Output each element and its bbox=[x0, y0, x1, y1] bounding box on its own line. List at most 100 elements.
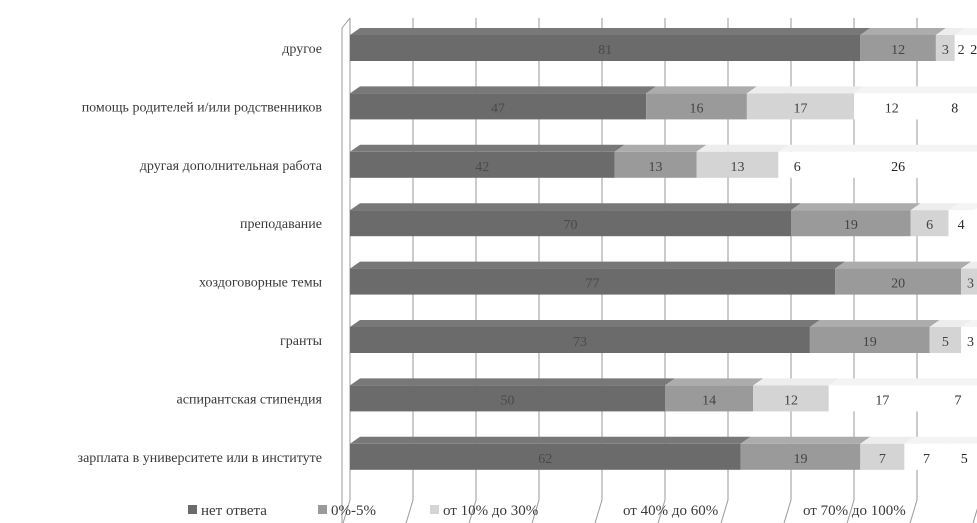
bar-top-face bbox=[350, 203, 801, 211]
bar bbox=[614, 151, 697, 178]
bar-top-face bbox=[646, 86, 757, 94]
floor-line bbox=[657, 499, 666, 523]
bar-segment: 3 bbox=[961, 320, 977, 353]
category-label: аспирантская стипендия bbox=[177, 392, 323, 407]
bar-top-face bbox=[614, 144, 707, 152]
data-label: 81 bbox=[598, 43, 612, 58]
category-label: зарплата в университете или в институте bbox=[78, 451, 322, 466]
bar bbox=[350, 151, 615, 178]
bar bbox=[929, 327, 962, 353]
bar-segment: 5 bbox=[929, 320, 972, 353]
floor-line bbox=[783, 499, 792, 523]
data-label: 2 bbox=[970, 43, 977, 58]
bar-segment: 19 bbox=[740, 436, 871, 470]
legend-label: от 40% до 60% bbox=[623, 503, 718, 519]
data-label: 6 bbox=[794, 160, 801, 175]
bar-segment: 4 bbox=[948, 203, 977, 237]
bar-segment: 3 bbox=[935, 28, 965, 61]
bar bbox=[828, 385, 936, 412]
legend-item: от 40% до 60% bbox=[623, 503, 718, 519]
bar-top-face bbox=[835, 261, 972, 269]
bar bbox=[696, 151, 779, 178]
bar-segment: 17 bbox=[746, 86, 864, 120]
data-label: 3 bbox=[967, 277, 974, 292]
bar-segment: 8 bbox=[929, 86, 977, 120]
bar-segment: 47 bbox=[350, 86, 657, 120]
bar-top-face bbox=[961, 320, 977, 327]
bar-segment: 19 bbox=[809, 320, 940, 353]
bar-segment: 12 bbox=[860, 28, 946, 61]
legend-label: от 10% до 30% bbox=[443, 503, 538, 519]
legend-label: 0%-5% bbox=[331, 503, 376, 519]
legend-item: от 70% до 100% bbox=[803, 503, 906, 519]
floor-line bbox=[594, 499, 603, 523]
bar-top-face bbox=[816, 144, 977, 152]
bar-top-face bbox=[910, 203, 959, 211]
bar-top-face bbox=[809, 320, 940, 327]
bar-segment: 2 bbox=[967, 28, 977, 61]
bar-segment: 2 bbox=[954, 28, 977, 61]
bar bbox=[791, 210, 911, 237]
data-label: 17 bbox=[875, 393, 889, 408]
bar bbox=[740, 443, 861, 470]
bar-segment: 12 bbox=[753, 378, 839, 412]
legend: нет ответа 0%-5% от 10% до 30% от 40% до 60… bbox=[188, 503, 906, 519]
legend-item: нет ответа bbox=[188, 503, 267, 519]
legend-item: от 10% до 30% bbox=[430, 503, 538, 519]
bar-segment: 14 bbox=[665, 378, 764, 412]
data-label: 73 bbox=[573, 335, 587, 350]
data-label: 17 bbox=[793, 101, 807, 116]
bar-segment: 12 bbox=[854, 86, 940, 120]
bar bbox=[778, 151, 817, 178]
data-label: 19 bbox=[793, 452, 807, 467]
bar-top-face bbox=[935, 378, 977, 386]
bar-segment: 50 bbox=[350, 378, 675, 412]
data-label: 47 bbox=[491, 101, 505, 116]
bar-segment: 42 bbox=[350, 144, 625, 178]
bar bbox=[746, 93, 854, 120]
bar bbox=[935, 385, 977, 412]
bar-top-face bbox=[954, 28, 977, 35]
bar bbox=[350, 35, 861, 61]
bar-top-face bbox=[696, 144, 789, 152]
bar-segment: 6 bbox=[778, 144, 827, 178]
bar bbox=[948, 443, 977, 470]
category-label: другая дополнительная работа bbox=[140, 159, 323, 174]
data-label: 4 bbox=[958, 218, 965, 233]
data-label: 6 bbox=[926, 218, 933, 233]
legend-swatch bbox=[318, 505, 327, 514]
data-label: 12 bbox=[784, 393, 798, 408]
floor-line bbox=[342, 499, 351, 523]
axis-line bbox=[341, 17, 351, 29]
bar bbox=[816, 151, 977, 178]
data-label: 26 bbox=[891, 160, 905, 175]
bar bbox=[961, 327, 977, 353]
bar bbox=[350, 93, 647, 120]
data-label: 13 bbox=[649, 160, 663, 175]
bar bbox=[929, 93, 977, 120]
bar bbox=[646, 93, 747, 120]
bar bbox=[948, 210, 974, 237]
data-label: 12 bbox=[891, 43, 905, 58]
category-label: помощь родителей и/или родственников bbox=[82, 100, 323, 115]
bar-segment: 81 bbox=[350, 28, 871, 61]
bar-segment: 5 bbox=[948, 436, 977, 470]
bar bbox=[350, 443, 741, 470]
data-label: 16 bbox=[690, 101, 704, 116]
bar-segment: 77 bbox=[350, 261, 846, 295]
bar-top-face bbox=[904, 436, 959, 444]
floor-line bbox=[846, 499, 855, 523]
bar-top-face bbox=[935, 28, 965, 35]
bar-top-face bbox=[860, 436, 915, 444]
bar-segment: 62 bbox=[350, 436, 751, 470]
bar-segment: 20 bbox=[835, 261, 972, 295]
bar-segment: 73 bbox=[350, 320, 820, 353]
bar bbox=[904, 443, 949, 470]
legend-label: нет ответа bbox=[201, 503, 267, 519]
data-label: 5 bbox=[961, 452, 968, 467]
bar-top-face bbox=[948, 203, 977, 211]
bar-top-face bbox=[948, 436, 977, 444]
bar bbox=[954, 35, 968, 61]
bar bbox=[350, 268, 836, 295]
